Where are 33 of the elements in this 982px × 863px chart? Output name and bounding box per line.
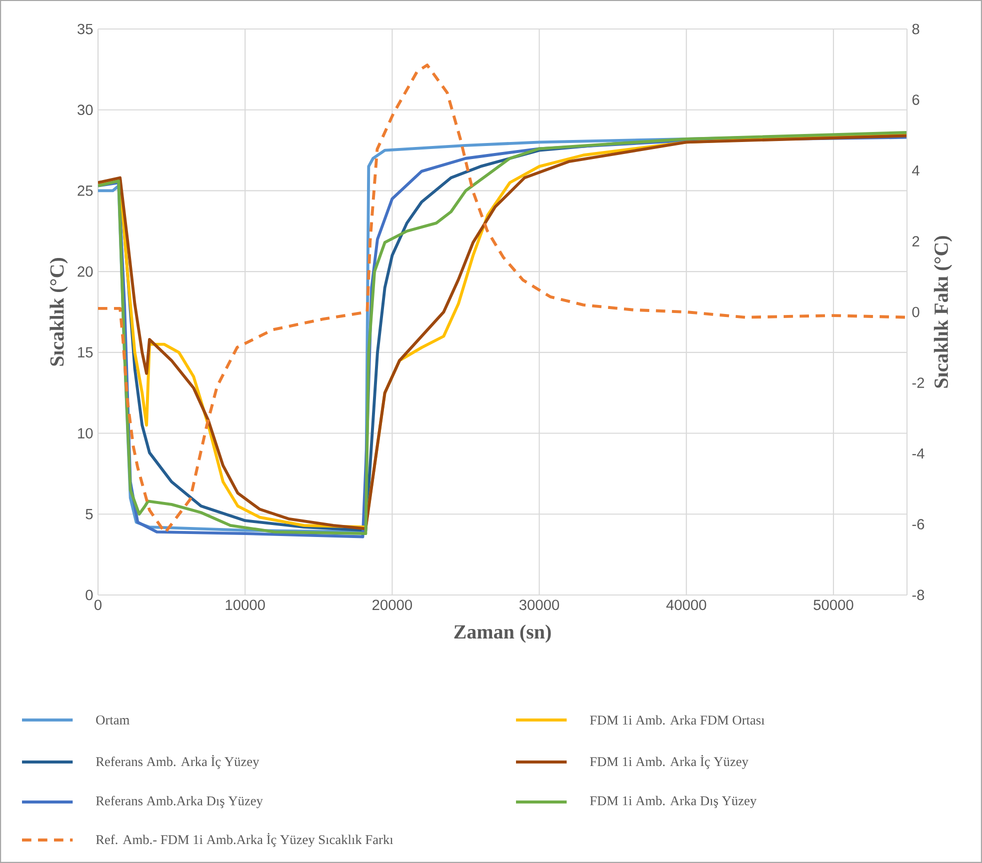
legend-label: Referans Amb.Arka Dış Yüzey bbox=[96, 796, 263, 808]
y-tick-label: 15 bbox=[78, 347, 93, 358]
legend-label: Ortam bbox=[96, 716, 130, 724]
legend-label: FDM 1i Amb. Arka İç Yüzey bbox=[590, 755, 748, 769]
y2-tick-label: 6 bbox=[912, 94, 920, 105]
legend-label: FDM 1i Amb. Arka Dış Yüzey bbox=[590, 796, 757, 808]
y2-tick-label: 2 bbox=[912, 236, 920, 246]
y-tick-label: 5 bbox=[86, 509, 93, 520]
x-tick-label: 10000 bbox=[226, 600, 265, 610]
y-tick-label: 0 bbox=[86, 590, 93, 600]
x-axis-title: Zaman (sn) bbox=[454, 624, 551, 643]
y2-tick-label: 8 bbox=[912, 24, 920, 34]
y-tick-label: 35 bbox=[78, 24, 93, 34]
y-tick-label: 30 bbox=[78, 104, 93, 116]
y2-tick-label: -8 bbox=[912, 590, 924, 600]
y2-tick-label: -6 bbox=[912, 519, 924, 530]
y2-tick-label: -2 bbox=[912, 378, 924, 388]
y2-tick-label: 0 bbox=[912, 306, 920, 318]
legend-label: Ref. Amb.- FDM 1i Amb.Arka İç Yüzey Sıcaklık Farkı bbox=[96, 833, 394, 847]
x-tick-label: 50000 bbox=[814, 600, 854, 610]
x-tick-label: 0 bbox=[94, 600, 102, 610]
x-tick-label: 20000 bbox=[372, 600, 412, 610]
x-tick-label: 40000 bbox=[666, 600, 706, 610]
y2-axis-title: Sıcaklık Fakı (°C) bbox=[934, 236, 952, 388]
x-tick-label: 30000 bbox=[519, 600, 560, 610]
y2-tick-label: -4 bbox=[912, 448, 924, 459]
y-axis-title: Sıcaklık (°C) bbox=[50, 258, 68, 366]
y2-tick-label: 4 bbox=[912, 165, 920, 176]
y-tick-label: 10 bbox=[78, 428, 93, 438]
legend-label: FDM 1i Amb. Arka FDM Ortası bbox=[590, 715, 765, 725]
legend-label: Referans Amb. Arka İç Yüzey bbox=[96, 755, 260, 769]
y-tick-label: 25 bbox=[78, 186, 93, 196]
y-tick-label: 20 bbox=[78, 266, 93, 277]
